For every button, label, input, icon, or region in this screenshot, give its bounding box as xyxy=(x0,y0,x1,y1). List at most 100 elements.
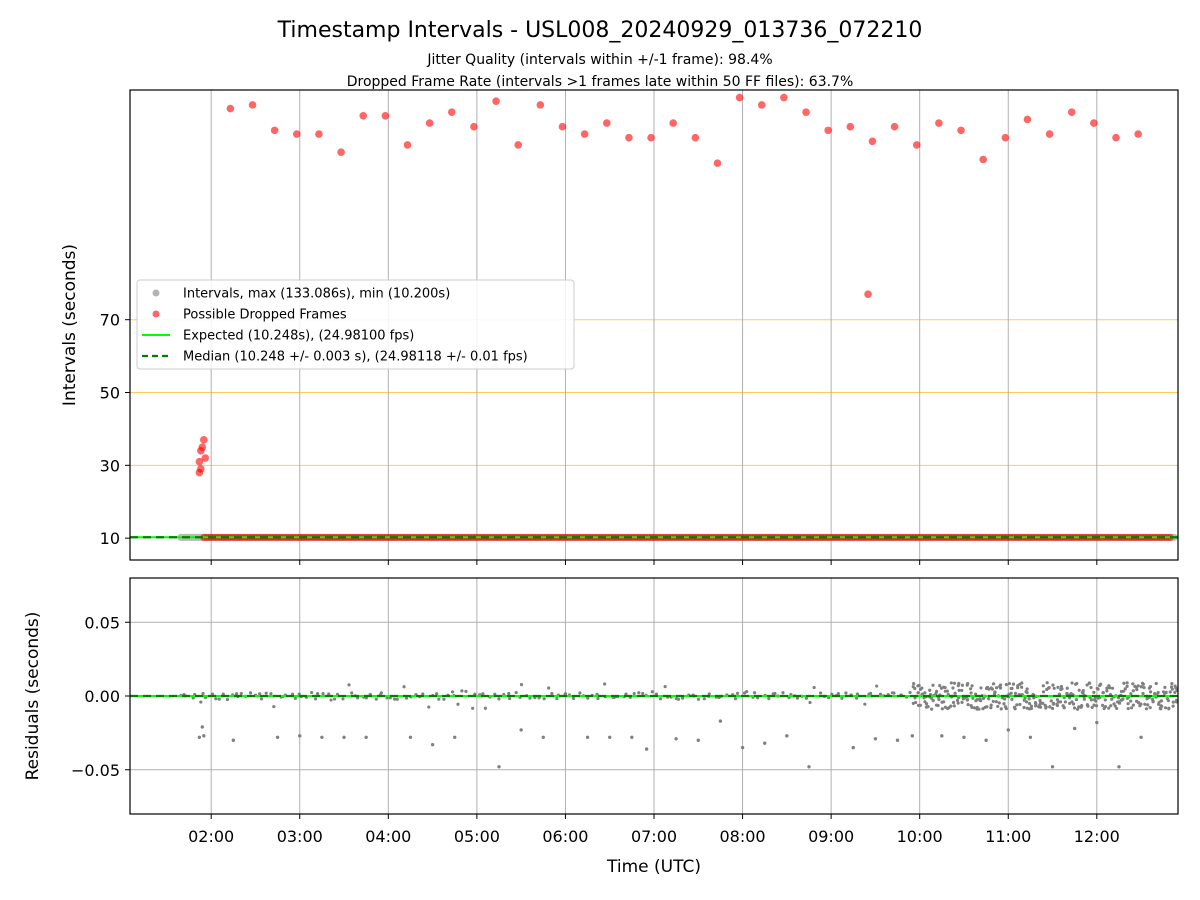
residual-point xyxy=(1110,686,1115,690)
residual-point xyxy=(851,745,855,750)
residual-point xyxy=(956,701,960,705)
residual-point xyxy=(931,698,935,703)
residual-point xyxy=(1065,686,1069,690)
residual-point xyxy=(200,725,205,729)
residual-point xyxy=(248,691,253,695)
residual-point xyxy=(1041,701,1045,705)
residual-point xyxy=(863,702,867,706)
residual-point xyxy=(1164,690,1168,694)
residual-point xyxy=(1121,697,1125,701)
residual-point xyxy=(1052,686,1056,690)
residual-point xyxy=(1090,705,1094,709)
residual-point xyxy=(555,697,559,701)
residual-point xyxy=(644,747,649,751)
residual-point xyxy=(214,697,218,701)
residual-point xyxy=(1056,685,1060,689)
residual-point xyxy=(940,734,944,738)
residual-point xyxy=(519,683,524,687)
residual-point xyxy=(696,738,700,742)
residual-point xyxy=(585,735,590,739)
x-tick-label: 06:00 xyxy=(542,827,588,846)
residual-point xyxy=(985,705,989,709)
dropped-frame-point xyxy=(226,104,235,113)
residual-point xyxy=(928,688,932,692)
residual-point xyxy=(350,691,354,695)
residual-point xyxy=(949,704,953,708)
residual-point xyxy=(563,692,568,696)
residual-point xyxy=(1015,703,1019,707)
dropped-frame-point xyxy=(580,130,589,138)
residual-point xyxy=(1135,688,1139,692)
residual-point xyxy=(1163,685,1167,690)
residual-point xyxy=(1018,702,1022,707)
residual-point xyxy=(808,700,812,705)
residual-point xyxy=(908,690,912,695)
residual-point xyxy=(999,707,1003,711)
residual-point xyxy=(1063,700,1067,704)
residual-point xyxy=(1004,683,1008,687)
residual-point xyxy=(924,702,929,706)
residual-point xyxy=(1045,681,1049,685)
dropped-frame-point xyxy=(864,290,872,299)
residual-point xyxy=(989,706,993,710)
residual-point xyxy=(733,697,738,701)
residual-point xyxy=(453,735,457,739)
residual-point xyxy=(913,686,917,691)
residual-point xyxy=(763,741,767,745)
residual-point xyxy=(953,691,957,695)
residual-point xyxy=(404,696,409,700)
residual-point xyxy=(996,704,1000,709)
residual-point xyxy=(1055,703,1060,708)
residual-point xyxy=(1117,701,1122,705)
residual-point xyxy=(234,692,239,696)
residual-point xyxy=(707,692,711,696)
residual-point xyxy=(275,735,280,739)
residual-point xyxy=(508,697,512,701)
residual-point xyxy=(1113,704,1117,708)
residual-point xyxy=(991,682,996,686)
dropped-frame-point xyxy=(824,126,832,135)
dropped-frame-point xyxy=(248,101,257,109)
residual-point xyxy=(1048,705,1052,709)
residual-point xyxy=(364,696,368,700)
residual-point xyxy=(1092,690,1096,695)
residual-point xyxy=(402,685,406,689)
residual-point xyxy=(818,691,823,695)
residual-point xyxy=(1020,681,1024,685)
x-tick-label: 12:00 xyxy=(1074,827,1120,846)
residual-point xyxy=(1023,696,1027,700)
residual-point xyxy=(981,696,986,701)
residual-point xyxy=(1080,691,1085,695)
residual-point xyxy=(966,682,970,686)
dropped-frame-point xyxy=(425,119,434,127)
residual-point xyxy=(199,700,203,704)
residual-point xyxy=(949,681,953,685)
residual-point xyxy=(1101,691,1105,695)
residual-point xyxy=(1044,705,1048,709)
residual-point xyxy=(752,691,757,695)
residual-point xyxy=(943,689,947,693)
residual-point xyxy=(942,700,946,704)
residual-point xyxy=(945,706,950,711)
residual-point xyxy=(1107,706,1111,710)
residual-point xyxy=(997,701,1001,705)
residual-point xyxy=(1148,705,1152,710)
residual-point xyxy=(1170,681,1174,686)
dropped-frame-point xyxy=(381,112,390,120)
dropped-frame-point xyxy=(1134,130,1142,138)
residual-point xyxy=(1122,689,1126,693)
residual-point xyxy=(873,737,878,741)
residual-point xyxy=(650,690,654,694)
x-tick-label: 09:00 xyxy=(808,827,854,846)
residual-point xyxy=(1032,696,1036,700)
x-tick-label: 11:00 xyxy=(985,827,1031,846)
dropped-frame-point xyxy=(514,141,523,149)
residual-point xyxy=(1088,681,1092,685)
residual-point xyxy=(1022,705,1026,710)
residual-point xyxy=(1105,689,1109,693)
residual-point xyxy=(965,698,970,702)
residual-point xyxy=(1009,691,1013,695)
residual-point xyxy=(1049,699,1053,703)
residual-point xyxy=(1086,704,1090,708)
bottom-y-tick-label: 0.05 xyxy=(84,613,120,632)
